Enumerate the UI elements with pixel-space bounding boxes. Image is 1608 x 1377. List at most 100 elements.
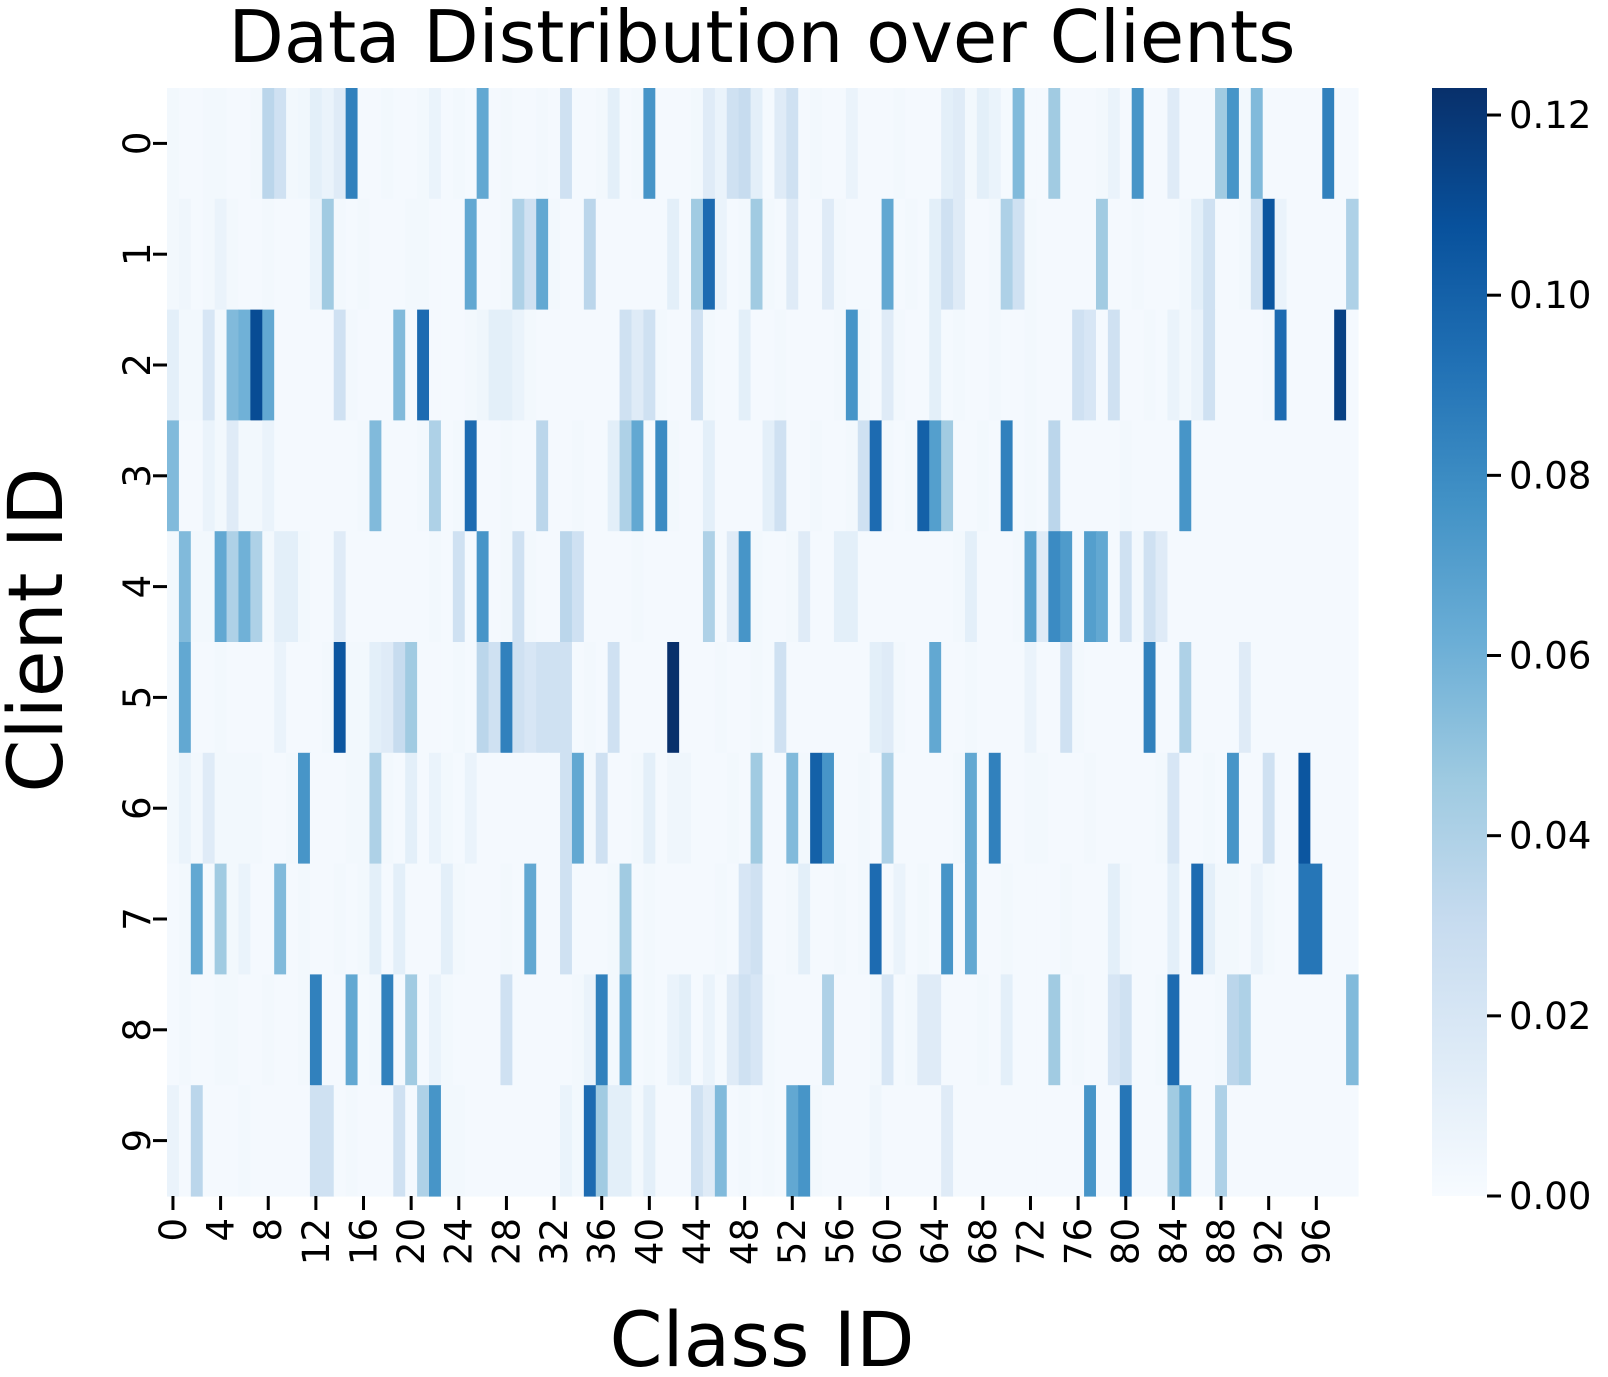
- heatmap-cell: [738, 642, 752, 754]
- heatmap-cell: [881, 309, 895, 421]
- heatmap-cell: [298, 420, 311, 532]
- heatmap-cell: [1095, 531, 1109, 643]
- heatmap-cell: [476, 198, 490, 311]
- heatmap-cell: [845, 420, 859, 532]
- x-tick-label: 84: [1152, 1218, 1195, 1265]
- heatmap-cell: [833, 642, 847, 754]
- heatmap-cell: [833, 309, 847, 421]
- heatmap-cell: [488, 309, 502, 421]
- heatmap-cell: [250, 974, 263, 1086]
- heatmap-cell: [786, 863, 799, 975]
- heatmap-cell: [1131, 752, 1145, 865]
- heatmap-cell: [1346, 198, 1359, 311]
- heatmap-cell: [881, 974, 895, 1086]
- heatmap-cell: [893, 531, 907, 643]
- heatmap-cell: [1155, 531, 1169, 643]
- x-tick-label: 20: [390, 1218, 433, 1265]
- heatmap-cell: [1072, 309, 1085, 421]
- heatmap-cell: [1238, 642, 1252, 754]
- heatmap-cell: [1000, 752, 1014, 865]
- heatmap-cell: [405, 531, 418, 643]
- heatmap-cell: [476, 1085, 490, 1197]
- heatmap-cell: [822, 642, 835, 754]
- heatmap-cell: [1203, 863, 1216, 975]
- heatmap-cell: [226, 752, 240, 865]
- heatmap-cell: [988, 531, 1002, 643]
- heatmap-cell: [333, 88, 347, 200]
- heatmap-cell: [1179, 642, 1192, 754]
- heatmap-cell: [917, 752, 930, 865]
- heatmap-cell: [941, 974, 954, 1086]
- heatmap-cell: [1250, 863, 1264, 975]
- heatmap-cell: [429, 752, 442, 865]
- heatmap-cell: [726, 863, 740, 975]
- heatmap-cell: [178, 309, 192, 421]
- heatmap-cell: [1238, 88, 1252, 200]
- heatmap-cell: [1203, 309, 1216, 421]
- heatmap-cell: [238, 198, 251, 311]
- heatmap-cell: [667, 863, 680, 975]
- heatmap-cell: [1298, 752, 1311, 865]
- heatmap-cell: [714, 88, 728, 200]
- heatmap-cell: [1298, 531, 1311, 643]
- heatmap-cell: [1119, 88, 1133, 200]
- heatmap-cell: [917, 1085, 930, 1197]
- heatmap-cell: [1107, 420, 1121, 532]
- heatmap-cell: [548, 531, 561, 643]
- heatmap-cell: [619, 752, 633, 865]
- heatmap-cell: [1322, 974, 1335, 1086]
- heatmap-cell: [178, 1085, 192, 1197]
- heatmap-cell: [845, 88, 859, 200]
- heatmap-cell: [1203, 531, 1216, 643]
- heatmap-cell: [214, 974, 228, 1086]
- heatmap-cell: [881, 88, 895, 200]
- heatmap-cell: [714, 863, 728, 975]
- heatmap-cell: [1012, 531, 1026, 643]
- heatmap-cell: [691, 198, 704, 311]
- heatmap-cell: [440, 974, 454, 1086]
- heatmap-cell: [488, 642, 502, 754]
- heatmap-cell: [738, 531, 752, 643]
- heatmap-cell: [238, 863, 251, 975]
- heatmap-cell: [1298, 88, 1311, 200]
- heatmap-cell: [976, 1085, 990, 1197]
- heatmap-cell: [345, 420, 359, 532]
- heatmap-cell: [905, 88, 918, 200]
- heatmap-cell: [714, 642, 728, 754]
- heatmap-cell: [1226, 752, 1240, 865]
- heatmap-cell: [786, 974, 799, 1086]
- heatmap-cell: [762, 198, 776, 311]
- heatmap-cell: [750, 420, 764, 532]
- heatmap-cell: [679, 642, 692, 754]
- heatmap-cell: [357, 88, 371, 200]
- heatmap-cell: [1048, 642, 1061, 754]
- heatmap-cell: [738, 863, 752, 975]
- heatmap-cell: [1084, 198, 1097, 311]
- heatmap-cell: [1250, 752, 1264, 865]
- x-tick-label: 0: [152, 1218, 195, 1242]
- heatmap-cell: [1024, 531, 1038, 643]
- heatmap-cell: [1012, 309, 1026, 421]
- heatmap-cell: [1060, 1085, 1073, 1197]
- heatmap-cell: [714, 309, 728, 421]
- heatmap-cell: [822, 420, 835, 532]
- heatmap-cell: [810, 1085, 823, 1197]
- heatmap-cell: [1238, 863, 1252, 975]
- heatmap-cell: [607, 88, 621, 200]
- heatmap-cell: [429, 309, 442, 421]
- heatmap-cell: [369, 198, 382, 311]
- heatmap-cell: [1286, 974, 1300, 1086]
- heatmap-cell: [512, 198, 525, 311]
- heatmap-cell: [560, 863, 573, 975]
- heatmap-cell: [548, 198, 561, 311]
- heatmap-cell: [560, 309, 573, 421]
- heatmap-cell: [1167, 752, 1180, 865]
- colorbar-ticks: 0.00 0.02 0.04 0.06 0.08 0.10 0.12: [1487, 94, 1591, 1218]
- heatmap-cell: [536, 88, 549, 200]
- heatmap-cell: [738, 88, 752, 200]
- heatmap-cell: [1107, 88, 1121, 200]
- heatmap-cell: [702, 642, 716, 754]
- heatmap-cell: [1286, 420, 1300, 532]
- heatmap-cell: [905, 420, 918, 532]
- heatmap-cell: [452, 752, 466, 865]
